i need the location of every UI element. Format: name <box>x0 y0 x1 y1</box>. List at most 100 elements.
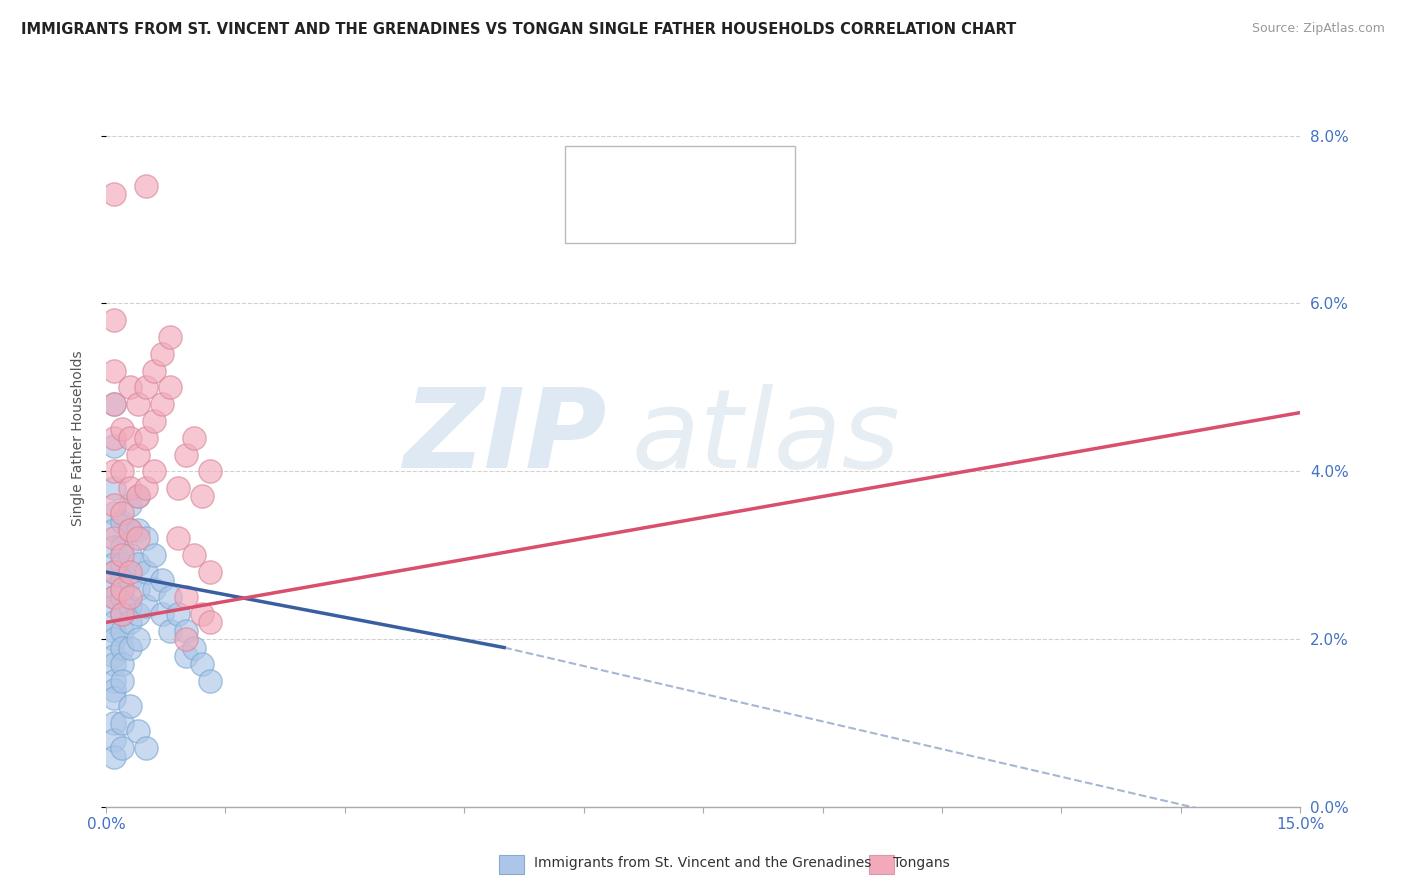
Point <box>103 599 125 613</box>
Point <box>127 724 149 739</box>
Point <box>118 574 141 588</box>
Point <box>118 548 141 562</box>
FancyBboxPatch shape <box>565 145 794 244</box>
Point <box>127 490 149 504</box>
Point <box>111 716 134 731</box>
Point <box>103 540 125 554</box>
Text: IMMIGRANTS FROM ST. VINCENT AND THE GRENADINES VS TONGAN SINGLE FATHER HOUSEHOLD: IMMIGRANTS FROM ST. VINCENT AND THE GREN… <box>21 22 1017 37</box>
Point <box>135 380 157 394</box>
Point <box>111 607 134 621</box>
Point <box>118 498 141 512</box>
Point <box>190 657 212 672</box>
Point <box>111 657 134 672</box>
Point <box>159 590 181 604</box>
Point <box>135 599 157 613</box>
Point <box>103 690 125 705</box>
Point <box>111 607 134 621</box>
Point <box>103 187 125 202</box>
Point <box>111 548 134 562</box>
Point <box>174 632 197 647</box>
Point <box>127 607 149 621</box>
Point <box>111 582 134 596</box>
Bar <box>572 158 600 187</box>
Point <box>135 741 157 756</box>
Point <box>150 397 173 411</box>
Point <box>111 422 134 436</box>
Point <box>118 699 141 714</box>
Point <box>127 397 149 411</box>
Point <box>103 682 125 697</box>
Point <box>118 565 141 579</box>
Point <box>150 607 173 621</box>
Point <box>135 481 157 495</box>
Point <box>118 481 141 495</box>
Point <box>103 732 125 747</box>
Point <box>118 590 141 604</box>
Y-axis label: Single Father Households: Single Father Households <box>72 350 86 525</box>
Point <box>111 640 134 655</box>
Text: Tongans: Tongans <box>893 856 949 871</box>
Point <box>135 532 157 546</box>
Point <box>103 590 125 604</box>
Point <box>142 363 165 377</box>
Point <box>135 179 157 194</box>
Point <box>103 716 125 731</box>
Point <box>174 624 197 638</box>
Point <box>166 481 188 495</box>
Point <box>111 741 134 756</box>
Point <box>174 448 197 462</box>
Point <box>159 380 181 394</box>
Point <box>111 590 134 604</box>
Point <box>183 431 205 445</box>
Point <box>118 599 141 613</box>
Point <box>174 648 197 663</box>
Point <box>111 674 134 689</box>
Point <box>150 574 173 588</box>
Point <box>166 532 188 546</box>
Point <box>127 523 149 537</box>
Point <box>127 490 149 504</box>
Point <box>111 540 134 554</box>
Point <box>111 624 134 638</box>
Point <box>159 330 181 344</box>
Point <box>118 523 141 537</box>
Point <box>103 582 125 596</box>
Point <box>198 615 221 630</box>
Point <box>103 506 125 520</box>
Point <box>135 565 157 579</box>
Text: ZIP: ZIP <box>404 384 607 491</box>
Point <box>127 532 149 546</box>
Point <box>103 657 125 672</box>
Point <box>103 532 125 546</box>
Point <box>198 464 221 478</box>
Point <box>103 590 125 604</box>
Point <box>103 498 125 512</box>
Point <box>103 397 125 411</box>
Point <box>127 448 149 462</box>
Point <box>142 548 165 562</box>
Point <box>174 590 197 604</box>
Point <box>198 565 221 579</box>
Point <box>159 624 181 638</box>
Point <box>166 607 188 621</box>
Point <box>103 632 125 647</box>
Point <box>103 565 125 579</box>
Point <box>103 363 125 377</box>
Point <box>111 574 134 588</box>
Point <box>183 548 205 562</box>
Point <box>111 506 134 520</box>
Text: Source: ZipAtlas.com: Source: ZipAtlas.com <box>1251 22 1385 36</box>
Point <box>103 749 125 764</box>
Point <box>118 431 141 445</box>
Point <box>103 674 125 689</box>
Point <box>103 481 125 495</box>
Point <box>103 557 125 571</box>
Point <box>198 674 221 689</box>
Point <box>118 523 141 537</box>
Bar <box>572 202 600 233</box>
Point <box>103 523 125 537</box>
Point <box>118 615 141 630</box>
Point <box>103 464 125 478</box>
Point <box>190 607 212 621</box>
Point <box>103 615 125 630</box>
